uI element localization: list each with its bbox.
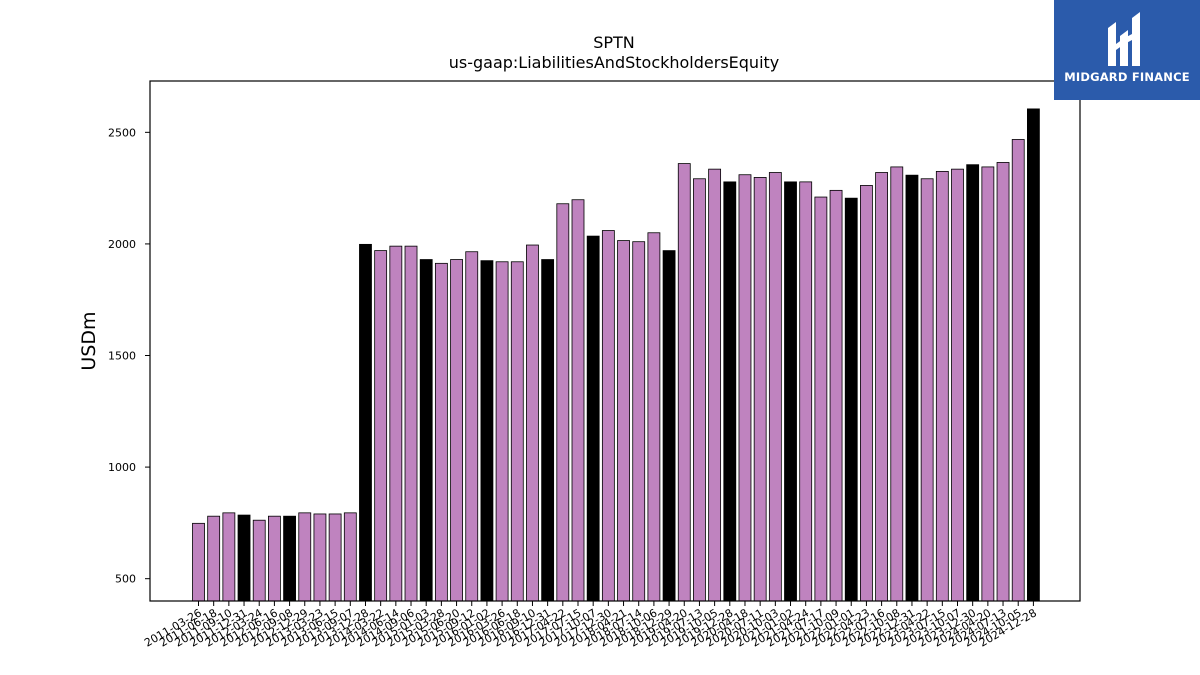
brand-logo: MIDGARD FINANCE: [1054, 0, 1200, 100]
chart-subtitle: us-gaap:LiabilitiesAndStockholdersEquity: [449, 53, 780, 72]
bar-2023-04-22: [920, 178, 934, 602]
bar-2016-09-10: [526, 244, 539, 602]
bar-2022-10-08: [890, 166, 904, 602]
x-axis-ticks: 2011-03-262011-06-182011-09-102011-12-31…: [142, 601, 1039, 650]
y-axis-label: USDm: [78, 311, 100, 370]
bar-2020-07-11: [753, 177, 767, 602]
bar-2021-01-02: [784, 181, 797, 602]
bar-2016-06-18: [510, 261, 524, 602]
bar-2012-09-08: [283, 515, 296, 602]
bar-2017-04-22: [556, 203, 570, 602]
bar-2024-04-20: [981, 166, 995, 602]
y-tick-label: 1000: [108, 461, 136, 474]
bar-2012-12-29: [298, 512, 312, 602]
bar-2023-07-15: [935, 170, 949, 602]
bar-2020-04-18: [738, 174, 752, 602]
bar-2021-04-24: [799, 181, 813, 602]
bar-2016-12-31: [541, 259, 555, 602]
bars-group: [192, 108, 1040, 602]
brand-name: MIDGARD FINANCE: [1064, 70, 1190, 84]
bar-2019-12-28: [723, 181, 737, 602]
bar-2024-12-28: [1027, 108, 1040, 602]
bar-2022-07-16: [875, 172, 888, 602]
bar-2011-09-10: [222, 512, 236, 602]
bar-2012-03-24: [252, 519, 266, 602]
bar-2019-04-20: [677, 163, 691, 602]
bar-2021-10-09: [829, 189, 843, 602]
bar-2018-07-14: [632, 241, 646, 602]
bar-2015-03-28: [434, 262, 448, 602]
y-tick-label: 2500: [108, 126, 136, 139]
bar-2018-12-29: [662, 250, 676, 602]
bar-2020-10-03: [768, 172, 782, 602]
bar-2023-12-30: [966, 164, 980, 602]
bar-2011-03-26: [192, 522, 205, 602]
bar-2022-12-31: [905, 174, 919, 602]
bar-2015-01-03: [419, 259, 433, 602]
y-tick-label: 2000: [108, 238, 136, 251]
bar-2018-04-21: [617, 240, 630, 602]
bar-2019-07-13: [693, 178, 706, 602]
bar-2013-06-15: [328, 513, 342, 602]
bar-2014-06-14: [389, 245, 403, 602]
bar-2016-03-26: [495, 261, 509, 602]
bar-2015-09-12: [465, 251, 479, 602]
bar-2011-12-31: [237, 514, 251, 602]
bar-2022-01-01: [844, 197, 858, 602]
bar-2014-03-22: [374, 250, 388, 602]
bar-2011-06-18: [207, 515, 221, 602]
bar-2013-03-23: [313, 513, 327, 602]
midgard-logo-icon: [1108, 12, 1140, 66]
bar-2013-12-28: [359, 243, 372, 602]
bar-2017-07-15: [571, 199, 585, 602]
bar-2018-10-06: [647, 232, 661, 602]
y-tick-label: 500: [115, 573, 136, 586]
bar-2024-07-13: [996, 162, 1010, 602]
bar-2014-09-06: [404, 245, 418, 602]
y-axis-ticks: 500 1000 1500 2000 2500: [108, 126, 150, 586]
bar-2023-10-07: [951, 168, 964, 602]
bar-2022-04-23: [860, 185, 873, 602]
bar-2024-10-05: [1011, 139, 1025, 602]
bar-2021-07-17: [814, 196, 828, 602]
chart-title: SPTN: [593, 33, 635, 52]
plot-frame: [149, 80, 1081, 602]
bar-2019-10-05: [708, 168, 722, 602]
bar-2013-09-07: [343, 512, 357, 602]
bar-2016-01-02: [480, 260, 494, 602]
bar-2017-10-07: [586, 235, 600, 602]
bar-2012-06-16: [267, 515, 281, 602]
bar-2017-12-30: [601, 230, 615, 602]
y-tick-label: 1500: [108, 350, 136, 363]
bar-2015-06-20: [450, 259, 463, 602]
